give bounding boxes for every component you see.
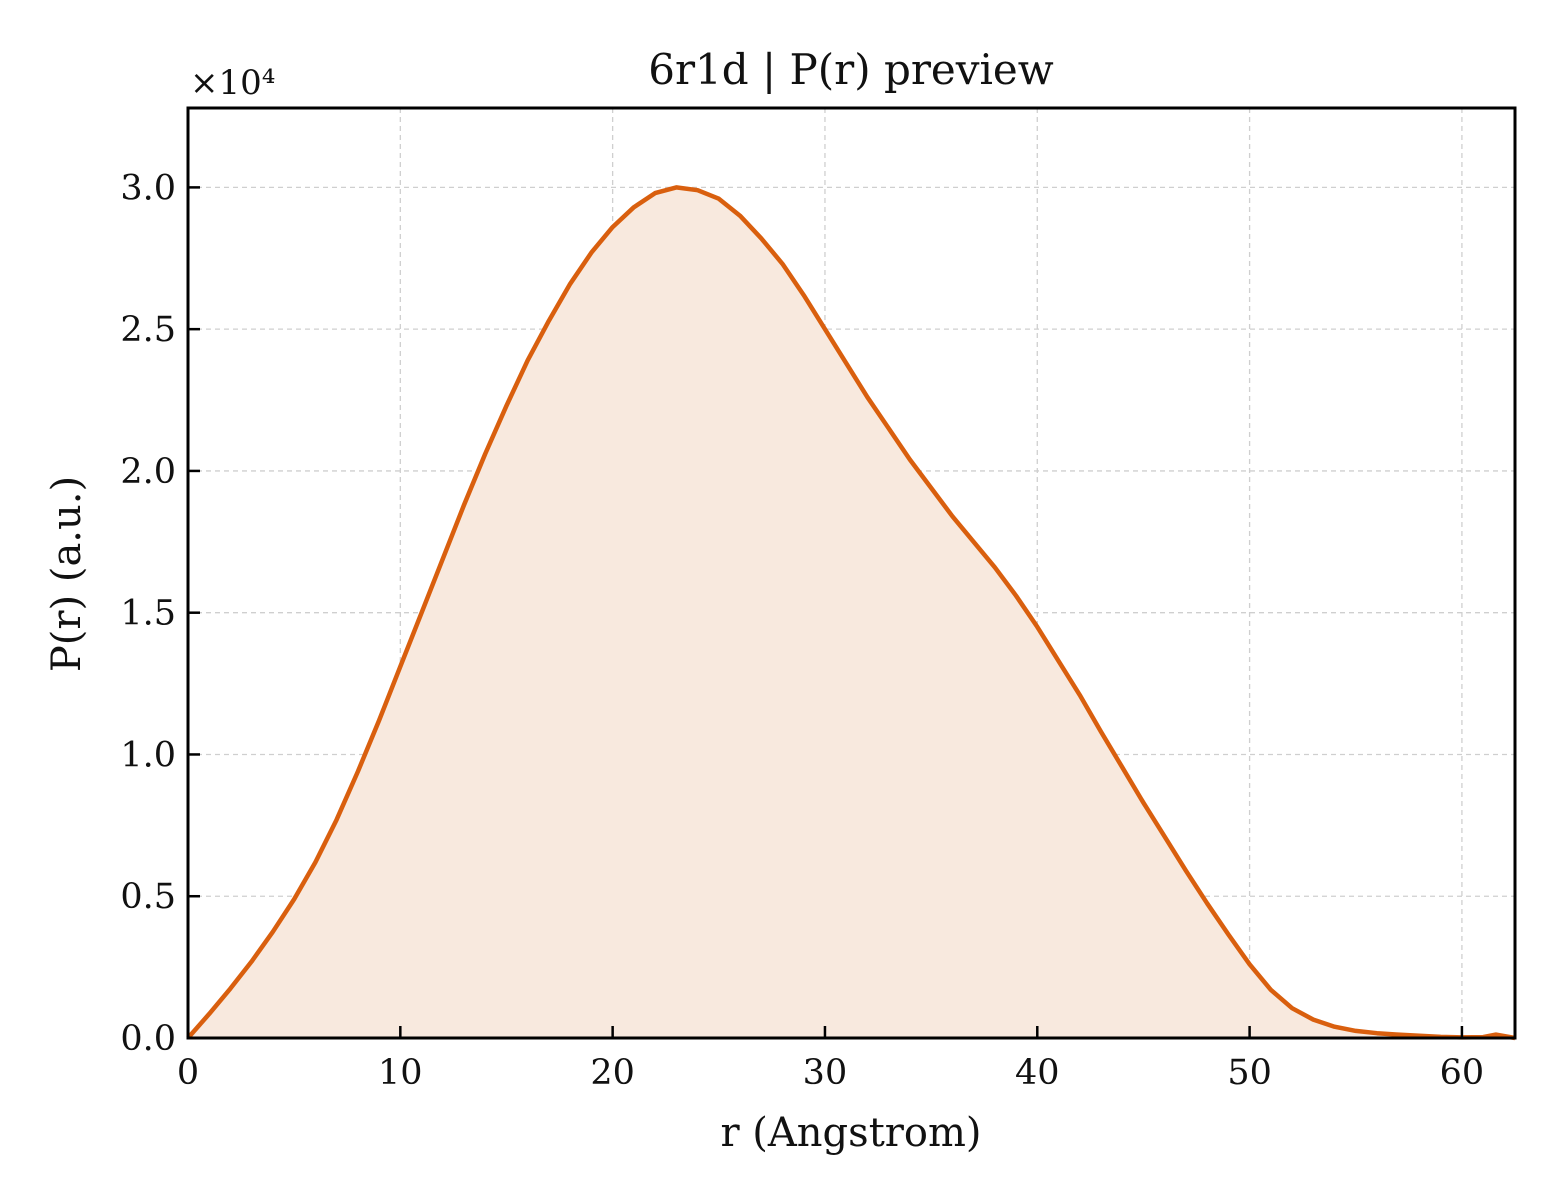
x-tick-label: 0 [177,1053,199,1093]
x-tick-label: 60 [1440,1053,1485,1093]
y-axis-label: P(r) (a.u.) [44,476,90,672]
x-tick-label: 30 [803,1053,848,1093]
y-tick-label: 0.5 [120,877,176,917]
y-tick-label: 1.0 [120,735,176,775]
y-tick-label: 0.0 [120,1019,176,1059]
x-tick-labels: 0 10 20 30 40 50 60 [177,1053,1484,1093]
plot-frame [186,106,1517,1040]
y-tick-label: 2.5 [120,310,176,350]
pr-series-line [186,185,1516,1041]
pr-area-fill [188,187,1515,1038]
y-tick-label: 1.5 [120,594,176,634]
y-tick-labels: 0.0 0.5 1.0 1.5 2.0 2.5 3.0 [120,168,176,1059]
y-tick-label: 3.0 [120,168,176,208]
x-tick-label: 20 [590,1053,635,1093]
x-tick-label: 10 [378,1053,423,1093]
x-tick-label: 50 [1227,1053,1272,1093]
y-tick-label: 2.0 [120,452,176,492]
y-offset-text: ×10⁴ [190,63,275,103]
x-tick-label: 40 [1015,1053,1060,1093]
x-axis-label: r (Angstrom) [720,1110,981,1156]
chart-title: 6r1d | P(r) preview [648,45,1054,94]
